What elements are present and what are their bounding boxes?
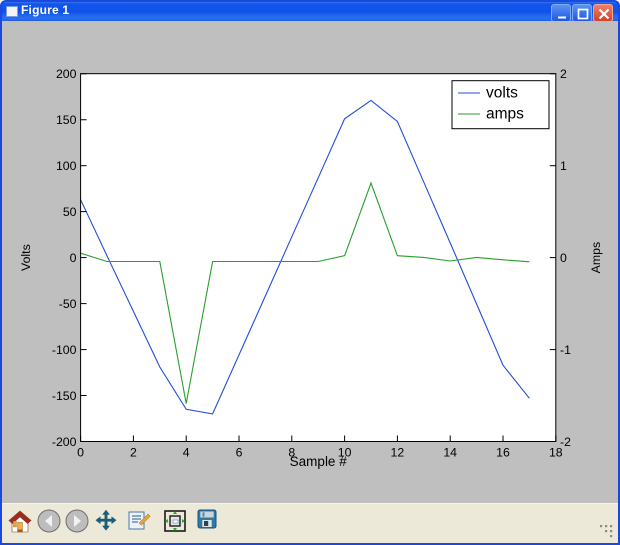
svg-text:2: 2 xyxy=(130,446,137,460)
svg-text:200: 200 xyxy=(56,67,77,81)
svg-text:-150: -150 xyxy=(52,389,77,403)
svg-text:-2: -2 xyxy=(560,435,571,449)
svg-text:-200: -200 xyxy=(52,435,77,449)
svg-text:150: 150 xyxy=(56,113,77,127)
svg-text:100: 100 xyxy=(56,159,77,173)
svg-text:50: 50 xyxy=(63,205,77,219)
svg-text:Sample #: Sample # xyxy=(290,454,348,469)
svg-text:0: 0 xyxy=(560,251,567,265)
svg-text:-100: -100 xyxy=(52,343,77,357)
svg-text:volts: volts xyxy=(486,85,518,102)
svg-text:6: 6 xyxy=(236,446,243,460)
svg-text:Volts: Volts xyxy=(19,244,33,271)
svg-text:Amps: Amps xyxy=(589,242,603,273)
svg-text:16: 16 xyxy=(496,446,510,460)
svg-text:4: 4 xyxy=(183,446,190,460)
svg-text:0: 0 xyxy=(77,446,84,460)
svg-text:-1: -1 xyxy=(560,343,571,357)
svg-text:2: 2 xyxy=(560,67,567,81)
svg-text:14: 14 xyxy=(443,446,457,460)
svg-text:0: 0 xyxy=(70,251,77,265)
svg-text:-50: -50 xyxy=(59,297,77,311)
svg-text:amps: amps xyxy=(486,106,524,123)
svg-text:12: 12 xyxy=(391,446,405,460)
svg-text:1: 1 xyxy=(560,159,567,173)
